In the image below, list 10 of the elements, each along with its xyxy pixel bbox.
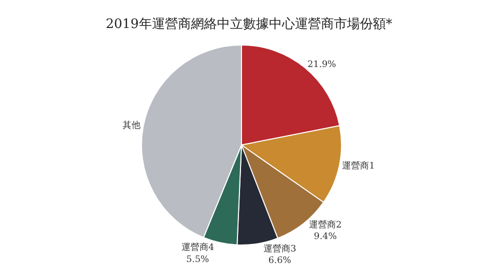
data-label: 9.4% — [314, 232, 338, 242]
slice-label: 其他 — [122, 120, 141, 131]
data-label: 6.6% — [268, 256, 292, 266]
data-label: 5.5% — [186, 254, 210, 265]
chart-title: 2019年運營商網絡中立數據中心運營商市場份額* — [106, 16, 393, 32]
slice-label: 運營商2 — [308, 219, 342, 230]
slice-label: 運營商4 — [181, 242, 214, 254]
data-label: 21.9% — [308, 60, 337, 70]
slice-label: 運營商3 — [263, 243, 296, 254]
slice-label: 運營商1 — [342, 160, 375, 172]
